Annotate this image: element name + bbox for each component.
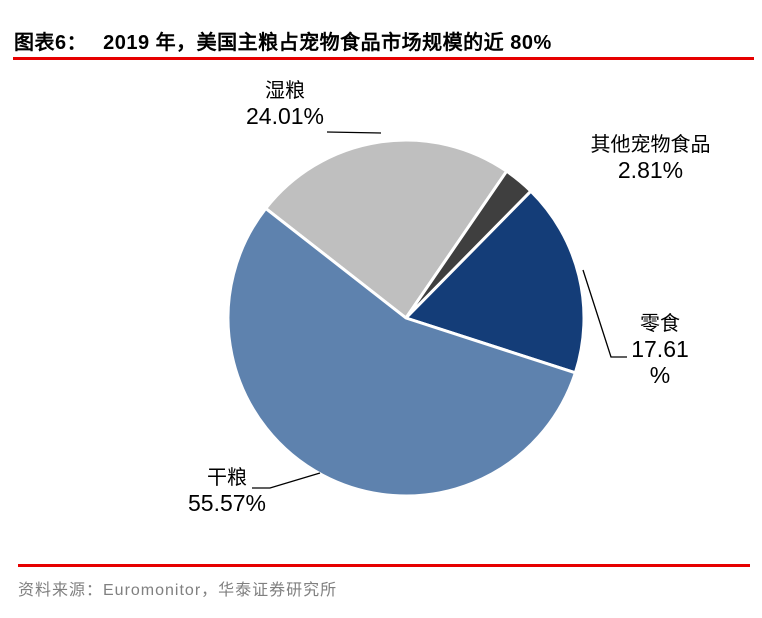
- label-wet-food: 湿粮 24.01%: [205, 78, 365, 129]
- pie-slices-group: [226, 138, 586, 498]
- label-wet-food-name: 湿粮: [265, 78, 305, 102]
- label-dry-food-value: 55.57%: [187, 490, 266, 516]
- pie-slice-0: [264, 138, 509, 320]
- pie-slice-3: [226, 206, 577, 498]
- footer-rule: [18, 564, 750, 567]
- label-dry-food: 干粮 55.57%: [147, 465, 307, 516]
- label-treats-value: 17.61 %: [631, 336, 689, 388]
- title-underline-rule: [13, 57, 754, 60]
- source-attribution: 资料来源：Euromonitor，华泰证券研究所: [18, 582, 338, 599]
- label-dry-food-name: 干粮: [207, 465, 247, 489]
- label-other-pet-food-name: 其他宠物食品: [590, 132, 711, 156]
- label-treats-name: 零食: [640, 311, 680, 335]
- leader-line-treats: [582, 269, 627, 358]
- leader-line-dry: [252, 472, 321, 489]
- label-other-pet-food: 其他宠物食品 2.81%: [558, 132, 743, 183]
- leader-line-wet: [326, 131, 382, 134]
- label-other-pet-food-value: 2.81%: [617, 157, 684, 183]
- label-wet-food-value: 24.01%: [245, 103, 324, 129]
- figure-title-text: 2019 年，美国主粮占宠物食品市场规模的近 80%: [103, 32, 552, 54]
- figure-number: 图表6：: [14, 32, 88, 54]
- figure-title: 图表6： 2019 年，美国主粮占宠物食品市场规模的近 80%: [14, 26, 754, 55]
- pie-slice-2: [404, 189, 586, 375]
- label-treats: 零食 17.61 %: [610, 311, 710, 388]
